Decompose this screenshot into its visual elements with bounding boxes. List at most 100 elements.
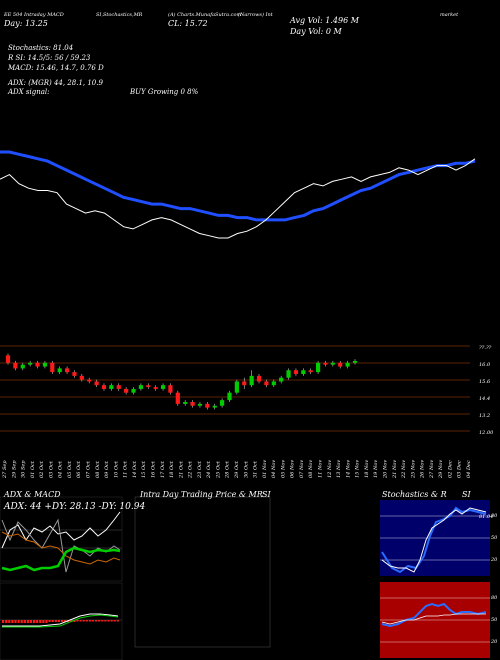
date-axis-label: 16 Oct <box>151 460 157 478</box>
date-axis-label: 25 Nov <box>410 460 416 479</box>
stochastics-panel-title: Stochastics & R <box>382 490 447 499</box>
date-axis-label: 20 Nov <box>383 460 389 479</box>
stoch-value-label: 81.04 <box>479 514 494 520</box>
macd-histogram-bar <box>57 620 60 622</box>
macd-histogram-bar <box>95 620 98 622</box>
date-axis-label: 22 Nov <box>401 460 407 479</box>
date-axis-label: 15 Oct <box>141 460 147 478</box>
candle-body <box>234 381 239 393</box>
date-axis-label: 18 Oct <box>169 460 175 478</box>
macd-histogram-bar <box>76 620 79 622</box>
date-axis-label: 30 Oct <box>243 460 249 478</box>
date-axis-label: 21 Oct <box>178 460 184 479</box>
macd-histogram-bar <box>101 620 104 622</box>
candle-body <box>116 385 121 389</box>
macd-histogram-bar <box>23 620 26 623</box>
candle-body <box>293 370 299 374</box>
candle-body <box>50 362 55 373</box>
header-line1-mid: SI,Stochastics,MR <box>96 12 143 18</box>
candle-body <box>220 400 225 406</box>
date-axis-label: 22 Oct <box>188 460 194 479</box>
intraday-panel-si: SI <box>262 490 271 499</box>
macd-histogram-bar <box>48 620 51 622</box>
candle-body <box>330 362 335 365</box>
candle-body <box>57 368 62 373</box>
adx-green-line <box>1 546 121 572</box>
macd-histogram-bar <box>5 620 8 623</box>
macd-histogram <box>2 620 119 623</box>
macd-signal-line <box>2 614 119 628</box>
candle-body <box>168 385 173 393</box>
date-axis-label: 04 Nov <box>271 460 277 478</box>
candle-body <box>153 387 158 389</box>
macd-histogram-bar <box>73 620 76 622</box>
date-axis-label: 28 Oct <box>225 460 231 479</box>
date-axis-label: 08 Nov <box>308 460 314 478</box>
day-range: Day: 13.25 <box>4 19 48 28</box>
candle-body <box>72 372 77 376</box>
candle-body <box>271 381 276 386</box>
date-axis-label: 21 Nov <box>392 460 398 479</box>
macd-histogram-bar <box>33 620 36 623</box>
candle-body <box>20 364 25 369</box>
date-axis-label: 18 Nov <box>364 460 370 478</box>
macd-histogram-bar <box>79 620 82 622</box>
rsi-blue-line <box>381 602 487 628</box>
candle-body <box>301 370 306 374</box>
candle-body <box>279 377 284 382</box>
macd-histogram-bar <box>82 620 85 622</box>
stoch-axis-80: 80 <box>491 513 498 519</box>
adx-signal-text: BUY Growing 0 8% <box>130 88 199 96</box>
intraday-panel <box>134 496 271 648</box>
candle-body <box>35 362 40 367</box>
date-axis-label: 11 Oct <box>123 460 129 478</box>
macd-histogram-bar <box>116 620 119 622</box>
date-axis-label: 15 Nov <box>355 460 361 478</box>
date-axis-label: 29 Nov <box>438 460 444 479</box>
date-axis-label: 27 Sep <box>2 460 8 479</box>
macd-histogram-bar <box>104 620 107 622</box>
date-axis-label: 05 Nov <box>280 460 286 478</box>
candle-body <box>131 388 136 393</box>
price-axis: ??.?? 16.0 15.6 14.4 13.2 12.00 <box>479 345 494 436</box>
candle-body <box>345 362 350 367</box>
candle-body <box>315 362 321 373</box>
date-axis-label: 01 Oct <box>30 460 36 478</box>
macd-histogram-bar <box>29 620 33 623</box>
macd-histogram-bar <box>45 620 48 623</box>
date-axis-label: 14 Oct <box>132 460 138 478</box>
macd-histogram-bar <box>60 620 64 622</box>
macd-histogram-bar <box>110 620 113 622</box>
macd-histogram-bar <box>14 620 17 623</box>
macd-histogram-bar <box>107 620 110 622</box>
stoch-blue-line <box>381 506 487 574</box>
candle-body <box>242 381 247 386</box>
date-axis-label: 29 Sep <box>11 460 17 479</box>
date-axis-label: 29 Oct <box>234 460 240 479</box>
macd-histogram-bar <box>8 620 11 623</box>
date-axis-label: 09 Oct <box>104 460 110 478</box>
candle-body <box>352 360 358 363</box>
date-axis-label: 04 Oct <box>58 460 64 478</box>
candle-body <box>64 368 70 373</box>
avg-volume: Avg Vol: 1.496 M <box>290 16 359 25</box>
candle-body <box>5 355 11 363</box>
candle-body <box>249 375 254 386</box>
date-axis-label: 13 Nov <box>336 460 342 478</box>
header-line1-right: (Narrows) Int <box>238 12 273 18</box>
date-axis-label: 02 Dec <box>447 460 453 478</box>
candle-body <box>338 362 343 367</box>
header-line1-far-right: market <box>440 12 459 18</box>
date-axis-label: 06 Nov <box>290 460 296 478</box>
rsi-panel <box>380 582 490 658</box>
date-axis-label: 19 Nov <box>373 460 379 478</box>
date-axis-label: 02 Oct <box>39 460 45 478</box>
adx-panel-title: ADX & MACD <box>4 490 61 499</box>
date-axis-label: 31 Oct <box>253 460 259 478</box>
date-axis-label: 26 Nov <box>420 460 426 479</box>
candle-body <box>308 370 313 373</box>
day-volume: Day Vol: 0 M <box>290 27 342 36</box>
candle-body <box>94 381 99 386</box>
candle-body <box>28 362 33 365</box>
candle-body <box>79 375 84 380</box>
